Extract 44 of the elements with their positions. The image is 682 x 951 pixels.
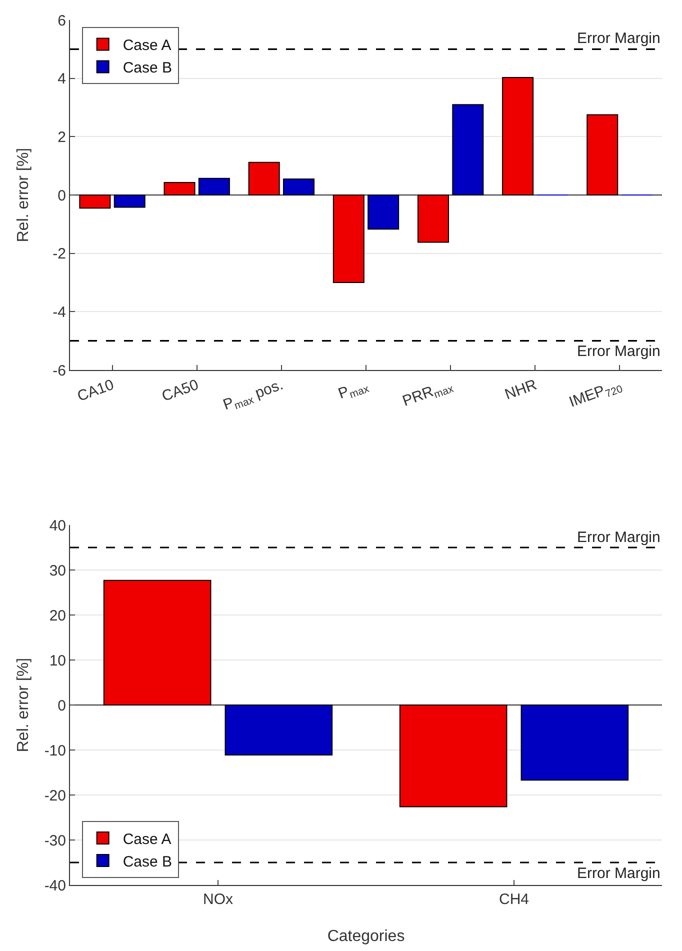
y-axis-title: Rel. error [%]: [15, 148, 32, 242]
y-tick-label: 0: [58, 187, 66, 204]
legend-label: Case B: [122, 60, 172, 77]
y-tick-label: -6: [52, 362, 66, 380]
legend-label: Case A: [122, 830, 172, 848]
ref-line-label: Error Margin: [577, 30, 660, 47]
x-tick-label: CH4: [498, 891, 530, 908]
bar: [368, 194, 400, 230]
bar: [79, 194, 111, 209]
bar: [198, 178, 230, 196]
y-axis-title: Rel. error [%]: [15, 658, 32, 752]
y-tick-label: 10: [49, 652, 66, 670]
bar: [248, 162, 280, 196]
bar: [586, 114, 618, 196]
y-tick-label: -10: [44, 742, 66, 760]
y-tick-label: -2: [52, 246, 66, 263]
y-tick-label: 6: [58, 12, 66, 30]
bar: [452, 104, 484, 196]
bar: [502, 76, 534, 196]
y-tick-label: -20: [44, 787, 66, 804]
ref-line-label: Error Margin: [577, 343, 660, 360]
x-tick-label: CA10: [75, 376, 116, 406]
bar: [114, 194, 146, 208]
y-tick-label: 0: [58, 697, 66, 714]
x-axis-title: Categories: [327, 928, 405, 945]
y-tick-label: 40: [49, 517, 66, 534]
legend-label: Case A: [122, 37, 172, 54]
ref-line-label: Error Margin: [577, 865, 660, 882]
bar: [417, 194, 449, 243]
y-tick-label: 4: [58, 70, 66, 88]
y-tick-label: -30: [44, 832, 66, 850]
x-tick-label: CA50: [160, 376, 201, 406]
y-tick-label: 30: [49, 562, 66, 580]
ref-line-label: Error Margin: [577, 529, 660, 546]
y-tick-label: -40: [44, 877, 66, 894]
x-tick-label: NOx: [203, 891, 234, 908]
bar: [283, 178, 315, 196]
legend-label: Case B: [122, 853, 172, 870]
bar: [332, 194, 364, 283]
y-tick-label: -4: [52, 304, 66, 321]
y-tick-label: 20: [49, 607, 66, 624]
x-tick-label: NHR: [502, 376, 540, 404]
bar: [164, 182, 196, 196]
y-tick-label: 2: [58, 128, 66, 146]
